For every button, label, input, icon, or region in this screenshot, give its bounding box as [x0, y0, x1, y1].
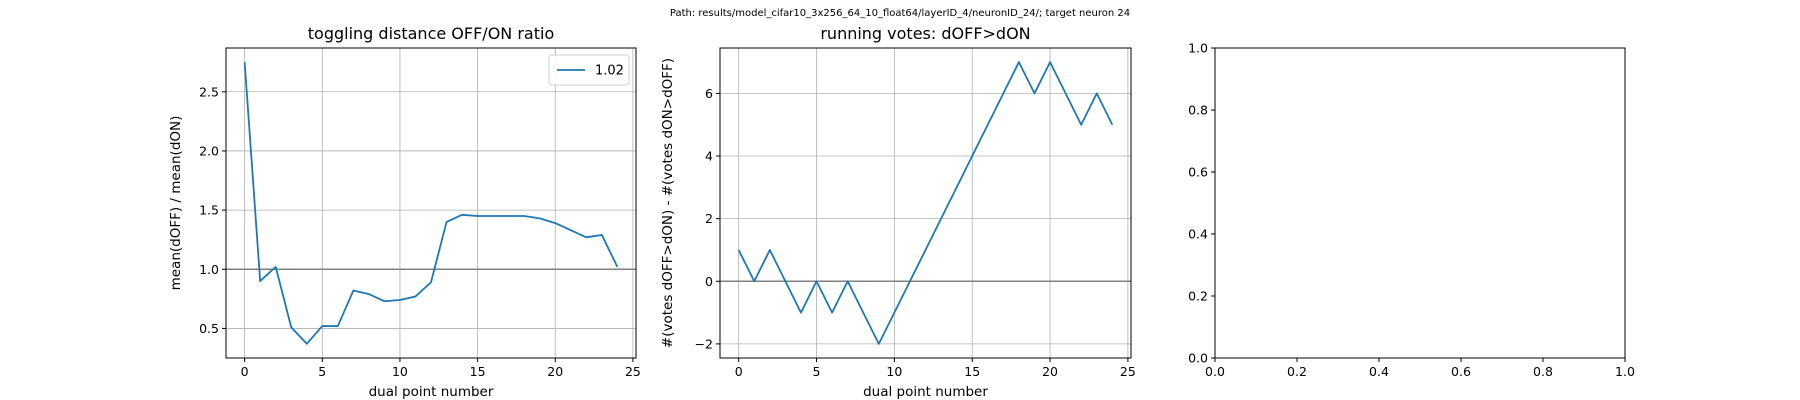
x-tick-label: 15	[470, 364, 486, 379]
y-tick-label: 2.5	[199, 84, 219, 99]
x-axis-label: dual point number	[863, 384, 988, 400]
x-tick-label: 0.0	[1205, 364, 1225, 379]
y-tick-label: 1.0	[199, 262, 219, 277]
series-line	[737, 61, 1114, 345]
legend-label: 1.02	[595, 64, 624, 79]
x-tick-label: 0.2	[1287, 364, 1307, 379]
x-tick-label: 20	[547, 364, 563, 379]
legend-box	[548, 54, 630, 86]
subplot-title: running votes: dOFF>dON	[820, 24, 1030, 43]
x-tick-label: 1.0	[1615, 364, 1635, 379]
x-tick-label: 0.6	[1451, 364, 1471, 379]
subplot-3: 0.0 0.2 0.4 0.6 0.8 1.0 0.0 0.2 0.4 0.6 0.8 1.0	[1188, 41, 1635, 380]
x-axis-label: dual point number	[369, 384, 494, 400]
y-tick-label: 1.0	[1188, 41, 1208, 56]
subplot-2: 0 5 10 15 20 25 −2 0 2 4 6 running votes: dOFF>dON d…	[660, 24, 1136, 400]
y-tick-label: 0.8	[1188, 103, 1208, 118]
y-tick-label: 0.4	[1188, 227, 1208, 242]
x-tick-label: 10	[392, 364, 408, 379]
x-tick-label: 5	[318, 364, 326, 379]
x-tick-label: 0	[735, 364, 743, 379]
y-tick-label: 0	[705, 274, 713, 289]
x-tick-label: 25	[625, 364, 641, 379]
y-axis-label: mean(dOFF) / mean(dON)	[168, 116, 184, 291]
y-tick-label: 2.0	[199, 143, 219, 158]
x-tick-label: 5	[813, 364, 821, 379]
axes-frame	[719, 47, 1132, 359]
figure-suptitle: Path: results/model_cifar10_3x256_64_10_…	[670, 8, 1130, 19]
y-tick-label: 0.6	[1188, 165, 1208, 180]
series-line	[243, 62, 619, 345]
y-tick-label: 6	[705, 86, 713, 101]
y-tick-label: 0.0	[1188, 351, 1208, 366]
y-tick-label: 4	[705, 149, 713, 164]
axes-frame	[1214, 47, 1626, 359]
x-tick-label: 15	[964, 364, 980, 379]
subplot-title: toggling distance OFF/ON ratio	[308, 24, 554, 43]
x-tick-label: 0.4	[1369, 364, 1389, 379]
x-tick-label: 0.8	[1533, 364, 1553, 379]
y-tick-label: −2	[695, 336, 713, 351]
y-axis-label: #(votes dOFF>dON) - #(votes dON>dOFF)	[660, 58, 676, 348]
axes-frame	[225, 47, 637, 359]
x-tick-label: 25	[1120, 364, 1136, 379]
legend: 1.02	[548, 54, 630, 86]
y-tick-label: 2	[705, 211, 713, 226]
x-tick-label: 0	[241, 364, 249, 379]
subplot-1: 0 5 10 15 20 25 0.5 1.0 1.5 2.0 2.5 toggling distan…	[168, 24, 641, 400]
y-tick-label: 0.2	[1188, 289, 1208, 304]
y-tick-label: 1.5	[199, 203, 219, 218]
y-tick-label: 0.5	[199, 321, 219, 336]
x-tick-label: 10	[886, 364, 902, 379]
x-tick-label: 20	[1042, 364, 1058, 379]
